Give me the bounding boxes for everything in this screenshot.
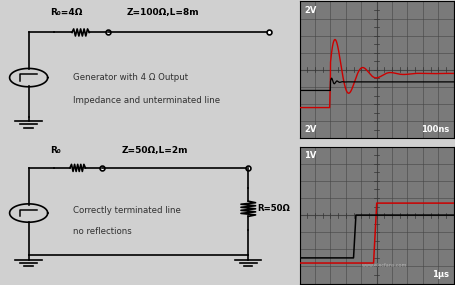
Text: 1μs: 1μs xyxy=(431,270,448,280)
Text: www.elecfans.com: www.elecfans.com xyxy=(361,263,406,268)
Text: no reflections: no reflections xyxy=(72,227,131,236)
Text: R₀: R₀ xyxy=(51,146,61,155)
Text: 2V: 2V xyxy=(303,125,316,134)
Text: Z=50Ω,L=2m: Z=50Ω,L=2m xyxy=(121,146,187,155)
Text: 2V: 2V xyxy=(303,5,316,15)
Text: Correctly terminated line: Correctly terminated line xyxy=(72,206,180,215)
Text: Z=100Ω,L=8m: Z=100Ω,L=8m xyxy=(127,8,199,17)
Text: 1V: 1V xyxy=(303,151,316,160)
Text: Generator with 4 Ω Output: Generator with 4 Ω Output xyxy=(72,73,187,82)
Text: R=50Ω: R=50Ω xyxy=(257,204,289,213)
Text: 100ns: 100ns xyxy=(420,125,448,134)
Text: Impedance and unterminated line: Impedance and unterminated line xyxy=(72,96,219,105)
Text: R₀=4Ω: R₀=4Ω xyxy=(51,8,83,17)
